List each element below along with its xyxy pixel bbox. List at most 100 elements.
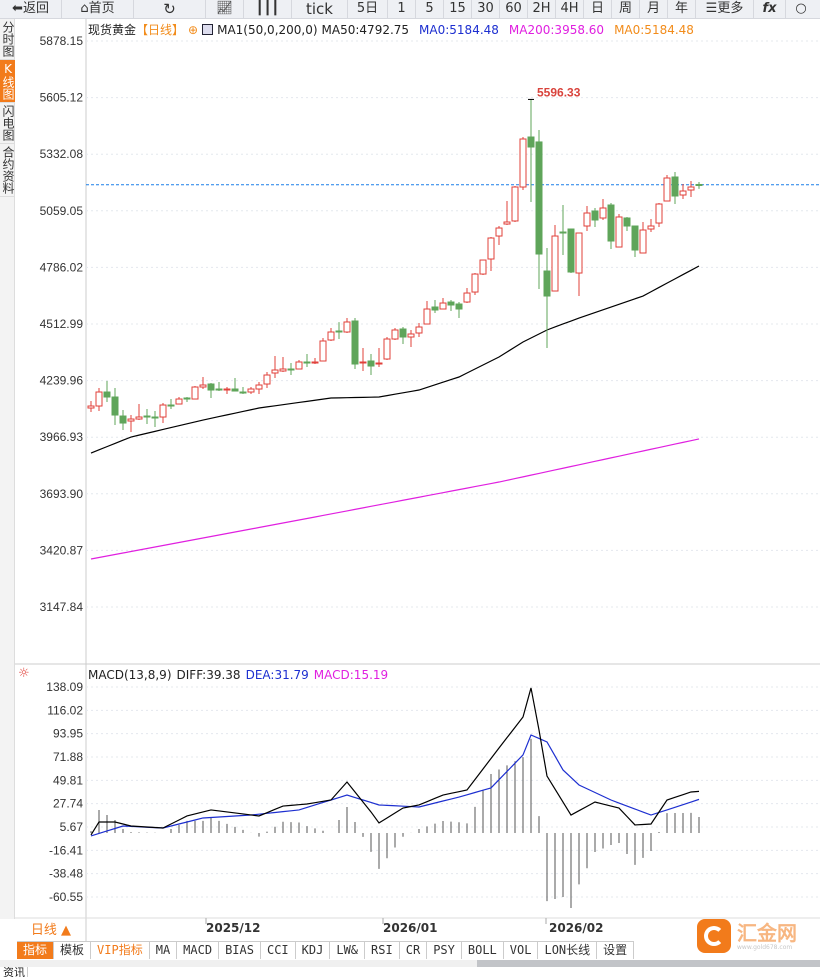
tab-vol[interactable]: VOL (504, 942, 539, 959)
candle-body (671, 176, 679, 197)
candle (367, 354, 375, 376)
tab-rsi[interactable]: RSI (365, 942, 400, 959)
sidebar-tab-flash[interactable]: 闪电图 (0, 103, 15, 144)
date-tick: 2026/02 (549, 921, 604, 935)
candle-body (407, 333, 415, 338)
tab-settings[interactable]: 设置 (597, 942, 635, 959)
home-icon: ⌂ (80, 1, 89, 16)
ma200-line (90, 438, 700, 560)
candlestick-icon: ┃┃┃ (255, 1, 280, 16)
tab-boll[interactable]: BOLL (462, 942, 504, 959)
candle (431, 300, 439, 314)
period-selector[interactable]: 日线 ▲ (30, 923, 72, 938)
macd-axis-label: 27.74 (53, 797, 83, 811)
candle (647, 219, 655, 233)
news-tab[interactable]: 资讯 (0, 967, 28, 977)
tab-macd[interactable]: MACD (177, 942, 220, 959)
clock-button[interactable]: ○ (786, 0, 816, 19)
logo-text: 汇金网 (737, 920, 797, 945)
price-axis-label: 3966.93 (40, 430, 84, 444)
tab-indicator[interactable]: 指标 (17, 942, 55, 959)
period-15m[interactable]: 15 (444, 0, 472, 19)
candle-body (495, 227, 503, 237)
candle-body (223, 388, 231, 391)
candle (95, 388, 103, 412)
settings-target-icon[interactable]: ⊕ (188, 22, 199, 37)
period-4h[interactable]: 4H (556, 0, 584, 19)
period-1m[interactable]: 1 (388, 0, 416, 19)
horizontal-scrollbar[interactable] (0, 960, 820, 967)
sidebar-tab-contract-info[interactable]: 合约资料 (0, 144, 15, 197)
tab-lw[interactable]: LW& (330, 942, 366, 959)
macd-axis-label: 93.95 (53, 727, 83, 741)
dea-line (90, 734, 700, 837)
period-5m[interactable]: 5 (416, 0, 444, 19)
candle (127, 415, 135, 433)
candle (407, 329, 415, 348)
period-month[interactable]: 月 (640, 0, 668, 19)
candle-body (455, 303, 463, 310)
candle (655, 202, 663, 228)
home-button[interactable]: ⌂首页 (62, 0, 134, 19)
period-5d[interactable]: 5日 (348, 0, 388, 19)
period-60m[interactable]: 60 (500, 0, 528, 19)
candle (679, 184, 687, 199)
tab-ma[interactable]: MA (150, 942, 178, 959)
period-2h[interactable]: 2H (528, 0, 556, 19)
tab-kdj[interactable]: KDJ (296, 942, 331, 959)
more-button[interactable]: ☰更多 (696, 0, 754, 19)
tab-vip-indicator[interactable]: VIP指标 (91, 942, 150, 959)
candle-body (247, 388, 255, 393)
candle-chart-button[interactable]: ┃┃┃ (244, 0, 292, 19)
diff-value: DIFF:39.38 (176, 668, 241, 682)
candle-body (623, 217, 631, 227)
high-price-label: 5596.33 (537, 85, 581, 99)
price-axis-label: 4786.02 (40, 260, 84, 274)
tab-psy[interactable]: PSY (427, 942, 462, 959)
candle-body (655, 203, 663, 224)
candle-body (567, 228, 575, 273)
candle-body (215, 388, 223, 391)
candle-body (423, 308, 431, 325)
refresh-button[interactable]: ↻ (134, 0, 206, 19)
indicator-chart-button[interactable]: 📈︎ (206, 0, 244, 19)
tab-lon[interactable]: LON长线 (538, 942, 598, 959)
period-day[interactable]: 日 (584, 0, 612, 19)
tab-cr[interactable]: CR (400, 942, 428, 959)
tab-cci[interactable]: CCI (261, 942, 296, 959)
macd-value: MACD:15.19 (313, 668, 389, 682)
macd-settings-icon[interactable]: ☼ (18, 666, 30, 681)
back-button[interactable]: ⬅返回 (0, 0, 62, 19)
candle (503, 201, 511, 226)
period-30m[interactable]: 30 (472, 0, 500, 19)
period-week[interactable]: 周 (612, 0, 640, 19)
period-tick[interactable]: tick (292, 0, 348, 19)
ma-indicator-name: MA1(50,0,200,0) (217, 22, 318, 37)
period-year[interactable]: 年 (668, 0, 696, 19)
candle-body (159, 404, 167, 418)
indicator-icon[interactable] (202, 24, 214, 35)
tab-bias[interactable]: BIAS (219, 942, 261, 959)
back-arrow-icon: ⬅ (12, 1, 23, 16)
candle (607, 202, 615, 250)
candle (175, 397, 183, 405)
candle-body (311, 361, 319, 364)
candle (207, 382, 215, 399)
candle-body (695, 183, 703, 186)
macd-title: MACD(13,8,9) (88, 668, 172, 682)
sidebar-tab-kline[interactable]: K线图 (0, 60, 15, 103)
candle-body (375, 362, 383, 365)
tab-template[interactable]: 模板 (54, 942, 92, 959)
sidebar: 分时图 K线图 闪电图 合约资料 (0, 19, 15, 919)
candle-body (415, 326, 423, 334)
candle (447, 300, 455, 312)
scrollbar-thumb[interactable] (477, 960, 820, 967)
candle (151, 411, 159, 428)
price-axis-label: 4239.96 (40, 374, 84, 388)
candle-body (127, 418, 135, 422)
sidebar-tab-timeshare[interactable]: 分时图 (0, 19, 15, 60)
candle-body (447, 301, 455, 306)
formula-button[interactable]: fx (754, 0, 786, 19)
candle (575, 232, 583, 297)
